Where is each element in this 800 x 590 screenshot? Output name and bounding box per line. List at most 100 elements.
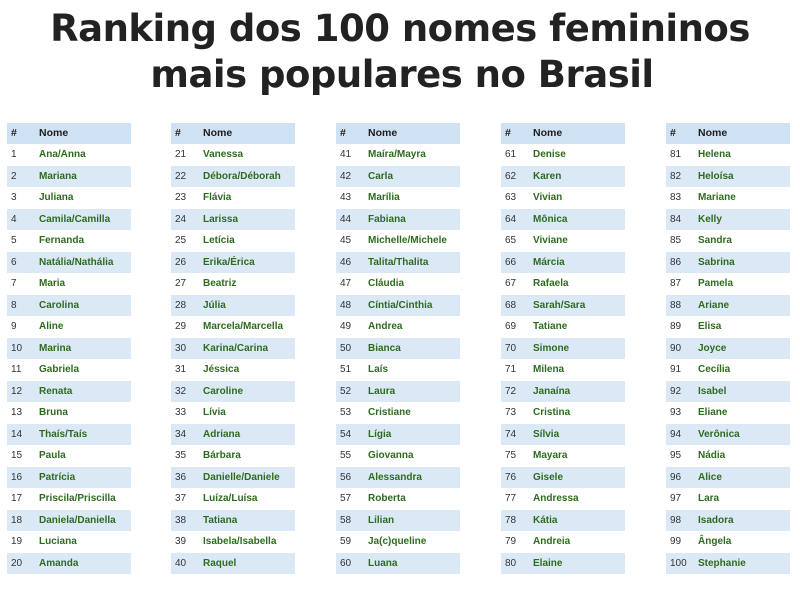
table-row: 29 Marcela/Marcella <box>171 316 295 338</box>
rank-cell: 82 <box>666 165 694 187</box>
rank-cell: 75 <box>501 445 529 467</box>
rank-cell: 61 <box>501 144 529 166</box>
table-row: 49 Andrea <box>336 316 460 338</box>
table-row: 83 Mariane <box>666 187 790 209</box>
name-cell: Laís <box>364 359 460 381</box>
table-row: 66 Márcia <box>501 251 625 273</box>
header-rank: # <box>7 123 35 144</box>
rank-cell: 10 <box>7 337 35 359</box>
table-row: 16 Patrícia <box>7 466 131 488</box>
rank-cell: 34 <box>171 423 199 445</box>
table-row: 6 Natália/Nathália <box>7 251 131 273</box>
rank-cell: 97 <box>666 488 694 510</box>
name-cell: Simone <box>529 337 625 359</box>
ranking-table: # Nome 1 Ana/Anna 2 Mariana 3 Juliana 4 Camila/Ca… <box>7 123 131 575</box>
rank-cell: 70 <box>501 337 529 359</box>
rank-cell: 36 <box>171 466 199 488</box>
table-row: 23 Flávia <box>171 187 295 209</box>
title-line-1: Ranking dos 100 nomes femininos <box>50 7 750 50</box>
table-row: 28 Júlia <box>171 294 295 316</box>
table-row: 14 Thaís/Taís <box>7 423 131 445</box>
name-cell: Ana/Anna <box>35 144 131 166</box>
name-cell: Isabel <box>694 380 790 402</box>
table-row: 84 Kelly <box>666 208 790 230</box>
name-cell: Júlia <box>199 294 295 316</box>
name-cell: Ja(c)queline <box>364 531 460 553</box>
table-row: 88 Ariane <box>666 294 790 316</box>
name-cell: Sabrina <box>694 251 790 273</box>
ranking-column-5: # Nome 81 Helena 82 Heloísa 83 Mariane 84 Kelly 85… <box>666 123 790 575</box>
table-row: 92 Isabel <box>666 380 790 402</box>
table-row: 82 Heloísa <box>666 165 790 187</box>
rank-cell: 84 <box>666 208 694 230</box>
name-cell: Patrícia <box>35 466 131 488</box>
table-row: 79 Andreia <box>501 531 625 553</box>
name-cell: Ariane <box>694 294 790 316</box>
table-row: 40 Raquel <box>171 552 295 574</box>
rank-cell: 2 <box>7 165 35 187</box>
name-cell: Janaína <box>529 380 625 402</box>
table-row: 78 Kátia <box>501 509 625 531</box>
table-row: 72 Janaína <box>501 380 625 402</box>
header-name: Nome <box>364 123 460 144</box>
rank-cell: 1 <box>7 144 35 166</box>
name-cell: Luciana <box>35 531 131 553</box>
name-cell: Mariana <box>35 165 131 187</box>
name-cell: Sílvia <box>529 423 625 445</box>
table-row: 27 Beatriz <box>171 273 295 295</box>
ranking-column-3: # Nome 41 Maíra/Mayra 42 Carla 43 Marília 44 Fabi… <box>336 123 460 575</box>
table-row: 100 Stephanie <box>666 552 790 574</box>
name-cell: Talita/Thalita <box>364 251 460 273</box>
rank-cell: 83 <box>666 187 694 209</box>
table-row: 58 Lilian <box>336 509 460 531</box>
header-name: Nome <box>529 123 625 144</box>
name-cell: Viviane <box>529 230 625 252</box>
name-cell: Carla <box>364 165 460 187</box>
ranking-table: # Nome 81 Helena 82 Heloísa 83 Mariane 84 Kelly 85… <box>666 123 790 575</box>
rank-cell: 87 <box>666 273 694 295</box>
rank-cell: 32 <box>171 380 199 402</box>
name-cell: Elaine <box>529 552 625 574</box>
rank-cell: 98 <box>666 509 694 531</box>
rank-cell: 67 <box>501 273 529 295</box>
rank-cell: 30 <box>171 337 199 359</box>
rank-cell: 7 <box>7 273 35 295</box>
table-row: 85 Sandra <box>666 230 790 252</box>
name-cell: Kelly <box>694 208 790 230</box>
header-rank: # <box>171 123 199 144</box>
rank-cell: 63 <box>501 187 529 209</box>
table-row: 95 Nádia <box>666 445 790 467</box>
table-row: 93 Eliane <box>666 402 790 424</box>
ranking-column-4: # Nome 61 Denise 62 Karen 63 Vivian 64 Mônica 65 Vi… <box>501 123 625 575</box>
name-cell: Thaís/Taís <box>35 423 131 445</box>
name-cell: Denise <box>529 144 625 166</box>
name-cell: Cristina <box>529 402 625 424</box>
table-row: 41 Maíra/Mayra <box>336 144 460 166</box>
rank-cell: 27 <box>171 273 199 295</box>
table-row: 80 Elaine <box>501 552 625 574</box>
name-cell: Letícia <box>199 230 295 252</box>
rank-cell: 22 <box>171 165 199 187</box>
name-cell: Alessandra <box>364 466 460 488</box>
rank-cell: 64 <box>501 208 529 230</box>
name-cell: Lívia <box>199 402 295 424</box>
name-cell: Maíra/Mayra <box>364 144 460 166</box>
header-rank: # <box>336 123 364 144</box>
table-row: 44 Fabiana <box>336 208 460 230</box>
table-row: 48 Cíntia/Cinthia <box>336 294 460 316</box>
rank-cell: 52 <box>336 380 364 402</box>
rank-cell: 62 <box>501 165 529 187</box>
rank-cell: 37 <box>171 488 199 510</box>
rank-cell: 77 <box>501 488 529 510</box>
name-cell: Paula <box>35 445 131 467</box>
rank-cell: 13 <box>7 402 35 424</box>
rank-cell: 76 <box>501 466 529 488</box>
table-row: 97 Lara <box>666 488 790 510</box>
table-row: 43 Marília <box>336 187 460 209</box>
name-cell: Michelle/Michele <box>364 230 460 252</box>
rank-cell: 12 <box>7 380 35 402</box>
name-cell: Maria <box>35 273 131 295</box>
rank-cell: 8 <box>7 294 35 316</box>
name-cell: Jéssica <box>199 359 295 381</box>
name-cell: Tatiane <box>529 316 625 338</box>
